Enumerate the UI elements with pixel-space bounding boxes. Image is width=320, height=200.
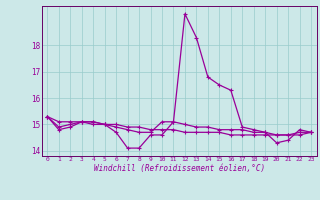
X-axis label: Windchill (Refroidissement éolien,°C): Windchill (Refroidissement éolien,°C) [94, 164, 265, 173]
